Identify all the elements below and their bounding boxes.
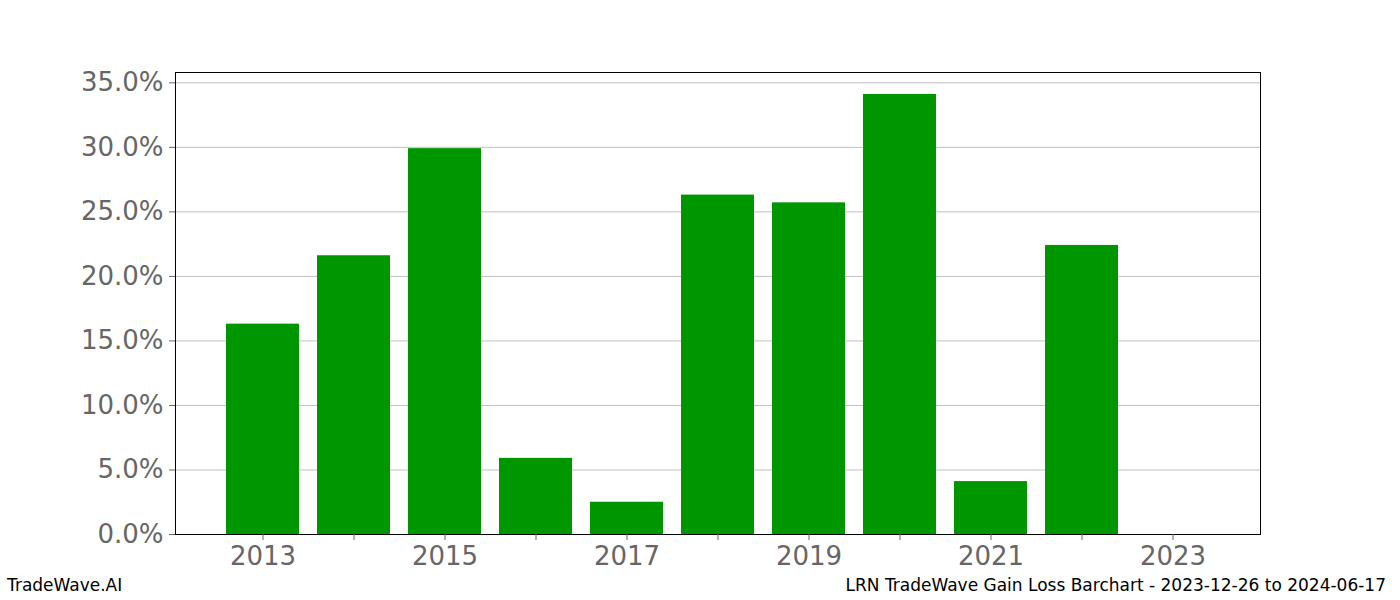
svg-text:2017: 2017 [594, 541, 660, 570]
svg-text:30.0%: 30.0% [81, 132, 164, 162]
svg-text:0.0%: 0.0% [97, 519, 163, 549]
svg-text:2021: 2021 [958, 541, 1024, 570]
svg-text:25.0%: 25.0% [81, 196, 164, 226]
svg-text:2023: 2023 [1140, 541, 1206, 570]
svg-text:2013: 2013 [230, 541, 296, 570]
svg-text:2019: 2019 [776, 541, 842, 570]
svg-text:10.0%: 10.0% [81, 390, 164, 420]
svg-text:35.0%: 35.0% [81, 67, 164, 97]
svg-text:5.0%: 5.0% [97, 454, 163, 484]
html-text:LRN TradeWave Gain Loss Barcha: LRN TradeWave Gain Loss Barchart - 2023-… [845, 575, 1386, 595]
svg-text:2015: 2015 [412, 541, 478, 570]
html-text:TradeWave.AI: TradeWave.AI [7, 575, 123, 595]
svg-text:15.0%: 15.0% [81, 325, 164, 355]
svg-text:20.0%: 20.0% [81, 261, 164, 291]
